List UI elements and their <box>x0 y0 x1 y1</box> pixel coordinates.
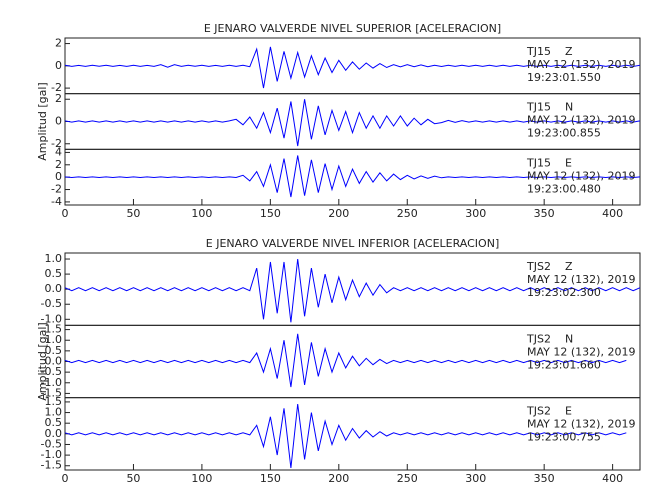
time-label: 19:23:02.300 <box>527 286 601 299</box>
date-label: MAY 12 (132), 2019 <box>527 169 635 182</box>
x-tick-label: 300 <box>465 472 486 485</box>
x-tick-label: 100 <box>191 207 212 220</box>
x-tick-label: 350 <box>534 472 555 485</box>
y-tick-label: -0.5 <box>41 365 62 378</box>
trace <box>64 333 627 388</box>
trace <box>64 99 641 147</box>
time-label: 19:23:00.855 <box>527 127 601 140</box>
y-tick-label: 2 <box>55 37 62 50</box>
x-tick-label: 150 <box>260 472 281 485</box>
y-tick-label: -1.0 <box>41 376 62 389</box>
y-tick-label: -1.5 <box>41 386 62 399</box>
y-tick-label: 1.0 <box>45 252 63 265</box>
date-label: MAY 12 (132), 2019 <box>527 418 635 431</box>
x-tick-label: 300 <box>465 207 486 220</box>
time-label: 19:23:00.755 <box>527 431 601 444</box>
y-tick-label: -4 <box>51 195 62 208</box>
chart-title: E JENARO VALVERDE NIVEL INFERIOR [ACELER… <box>206 237 499 250</box>
y-axis-label: Amplitud [gal] <box>36 322 49 400</box>
x-tick-label: 200 <box>328 472 349 485</box>
y-tick-label: 0.0 <box>45 355 63 368</box>
y-tick-label: 0.0 <box>45 427 63 440</box>
station-label: TJ15 <box>526 101 551 114</box>
trace <box>64 155 641 198</box>
x-tick-label: 250 <box>397 207 418 220</box>
x-tick-label: 50 <box>126 472 140 485</box>
y-tick-label: 0.5 <box>45 416 63 429</box>
chart-title: E JENARO VALVERDE NIVEL SUPERIOR [ACELER… <box>204 22 501 35</box>
trace <box>64 46 641 89</box>
y-tick-label: 1.5 <box>45 323 63 336</box>
time-label: 19:23:01.660 <box>527 358 601 371</box>
y-tick-label: -0.5 <box>41 437 62 450</box>
x-tick-label: 0 <box>62 207 69 220</box>
time-label: 19:23:00.480 <box>527 182 601 195</box>
y-tick-label: 1.0 <box>45 406 63 419</box>
y-tick-label: 0 <box>55 115 62 128</box>
y-tick-label: -1.5 <box>41 459 62 472</box>
y-tick-label: -0.5 <box>41 297 62 310</box>
y-tick-label: -1.0 <box>41 312 62 325</box>
component-label: E <box>565 405 572 418</box>
x-tick-label: 200 <box>328 207 349 220</box>
x-tick-label: 400 <box>602 207 623 220</box>
x-tick-label: 350 <box>534 207 555 220</box>
y-tick-label: 4 <box>55 145 62 158</box>
component-label: N <box>565 332 573 345</box>
y-tick-label: 0 <box>55 59 62 72</box>
station-label: TJ15 <box>526 45 551 58</box>
time-label: 19:23:01.550 <box>527 71 601 84</box>
date-label: MAY 12 (132), 2019 <box>527 273 635 286</box>
trace <box>64 258 641 323</box>
station-label: TJ15 <box>526 156 551 169</box>
y-tick-label: 1.0 <box>45 333 63 346</box>
station-label: TJS2 <box>526 405 551 418</box>
y-axis-label: Amplitud [gal] <box>36 82 49 160</box>
y-tick-label: -2 <box>51 137 62 150</box>
component-label: Z <box>565 45 573 58</box>
x-tick-label: 150 <box>260 207 281 220</box>
x-tick-label: 0 <box>62 472 69 485</box>
y-tick-label: 2 <box>55 92 62 105</box>
y-tick-label: 0 <box>55 170 62 183</box>
component-label: E <box>565 156 572 169</box>
date-label: MAY 12 (132), 2019 <box>527 114 635 127</box>
trace <box>64 403 627 468</box>
date-label: MAY 12 (132), 2019 <box>527 345 635 358</box>
station-label: TJS2 <box>526 260 551 273</box>
y-tick-label: -2 <box>51 81 62 94</box>
date-label: MAY 12 (132), 2019 <box>527 58 635 71</box>
y-tick-label: 1.5 <box>45 395 63 408</box>
y-tick-label: 0.5 <box>45 267 63 280</box>
x-tick-label: 400 <box>602 472 623 485</box>
component-label: N <box>565 101 573 114</box>
y-tick-label: -2 <box>51 183 62 196</box>
y-tick-label: 0.5 <box>45 344 63 357</box>
y-tick-label: -1.0 <box>41 448 62 461</box>
x-tick-label: 50 <box>126 207 140 220</box>
station-label: TJS2 <box>526 332 551 345</box>
y-tick-label: 0.0 <box>45 282 63 295</box>
y-tick-label: 2 <box>55 158 62 171</box>
x-tick-label: 250 <box>397 472 418 485</box>
x-tick-label: 100 <box>191 472 212 485</box>
component-label: Z <box>565 260 573 273</box>
